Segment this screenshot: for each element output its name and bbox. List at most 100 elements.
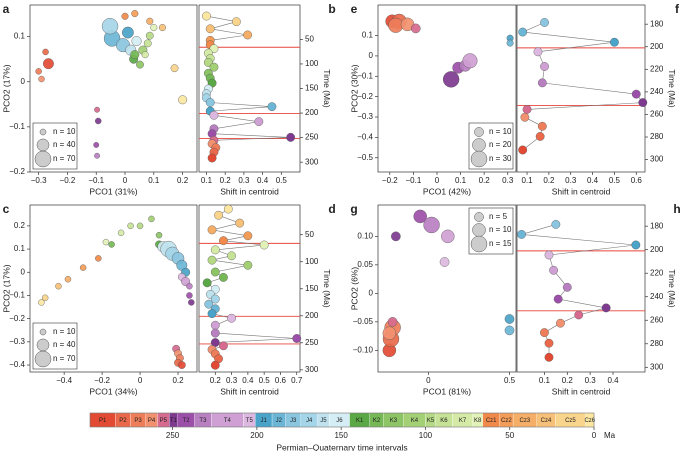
interval-label: J5 bbox=[320, 418, 327, 424]
data-point bbox=[79, 264, 87, 271]
y-tick-label: 180 bbox=[650, 19, 664, 28]
interval-label: K5 bbox=[427, 418, 435, 424]
legend-symbol bbox=[39, 328, 47, 336]
shift-point bbox=[544, 338, 554, 348]
data-point bbox=[146, 17, 154, 25]
y-tick-label: 0 bbox=[369, 288, 374, 297]
shift-point bbox=[520, 112, 530, 122]
interval-label: Cz3 bbox=[520, 418, 531, 424]
legend-symbol bbox=[472, 138, 486, 152]
x-tick-label: 0 bbox=[426, 376, 431, 385]
data-point bbox=[94, 106, 100, 113]
y-tick-label: −0.2 bbox=[9, 167, 25, 176]
data-point bbox=[506, 39, 514, 47]
shift-point bbox=[553, 294, 563, 304]
legend-symbol bbox=[34, 150, 52, 168]
data-point bbox=[186, 282, 193, 290]
data-point bbox=[122, 26, 134, 39]
x-tick-label: −0.3 bbox=[31, 176, 47, 185]
legend-label: n = 40 bbox=[53, 340, 76, 349]
x-axis-title: Shift in centroid bbox=[552, 186, 611, 196]
shift-point bbox=[210, 245, 220, 255]
data-point bbox=[504, 314, 515, 324]
panel-letter: d bbox=[328, 202, 335, 216]
x-tick-label: 0.2 bbox=[177, 176, 189, 185]
data-point bbox=[131, 10, 139, 18]
shift-point bbox=[544, 352, 554, 362]
shift-point bbox=[210, 328, 220, 338]
data-point bbox=[391, 231, 401, 242]
shift-point bbox=[207, 153, 217, 163]
y-tick-label: 180 bbox=[650, 221, 664, 230]
x-axis-title: Shift in centroid bbox=[220, 386, 279, 396]
data-point bbox=[108, 241, 115, 248]
interval-label: J3 bbox=[290, 418, 297, 424]
shift-point bbox=[210, 320, 220, 330]
x-axis-title: PCO1 (81%) bbox=[423, 386, 471, 396]
y-tick-label: 0.1 bbox=[362, 31, 374, 40]
y-tick-label: 240 bbox=[650, 292, 664, 301]
data-point bbox=[136, 60, 144, 69]
legend-label: n = 10 bbox=[489, 225, 512, 234]
data-point bbox=[178, 95, 188, 105]
colorbar-tick-label: 200 bbox=[250, 431, 264, 440]
panel-letter: e bbox=[351, 2, 358, 16]
shift-point bbox=[544, 250, 554, 260]
shift-point bbox=[540, 62, 549, 71]
y-tick-label: 0.10 bbox=[357, 231, 373, 240]
colorbar-frame bbox=[89, 412, 595, 428]
x-tick-label: 0.2 bbox=[210, 376, 222, 385]
legend-symbol bbox=[34, 350, 52, 368]
data-point bbox=[38, 299, 45, 306]
data-point bbox=[177, 361, 186, 369]
colorbar-tick-label: 50 bbox=[505, 431, 514, 440]
y-tick-label: 280 bbox=[650, 339, 664, 348]
x-tick-label: 0.4 bbox=[242, 376, 254, 385]
x-tick-label: 0.1 bbox=[455, 176, 467, 185]
y-tick-label: 240 bbox=[650, 87, 664, 96]
y-tick-label: 250 bbox=[305, 133, 319, 142]
shift-point bbox=[259, 240, 269, 250]
y-tick-label: 0.05 bbox=[357, 260, 373, 269]
interval-label: Cz5 bbox=[565, 418, 576, 424]
data-point bbox=[423, 216, 440, 234]
panel-letter: a bbox=[3, 2, 10, 16]
y-tick-label: −0.10 bbox=[353, 345, 374, 354]
y-tick-label: 300 bbox=[305, 157, 319, 166]
panel-frame bbox=[516, 204, 646, 373]
colorbar-tick-label: 150 bbox=[334, 431, 348, 440]
panel-letter: b bbox=[328, 2, 335, 16]
y-tick-label: 0 bbox=[369, 51, 374, 60]
x-axis-title: Shift in centroid bbox=[220, 186, 279, 196]
y-tick-label: 50 bbox=[305, 34, 314, 43]
legend-label: n = 40 bbox=[53, 140, 76, 149]
shift-point bbox=[254, 117, 264, 127]
data-point bbox=[410, 23, 421, 34]
shift-point bbox=[219, 341, 228, 351]
shift-point bbox=[243, 30, 253, 40]
x-axis-title: Shift in centroid bbox=[552, 386, 611, 396]
y-axis-title: Time (Ma) bbox=[322, 269, 332, 308]
interval-label: K2 bbox=[373, 418, 381, 424]
y-tick-label: −0.4 bbox=[9, 360, 25, 369]
y-axis-title: PCO2 (17%) bbox=[1, 64, 11, 112]
colorbar-tick-label: 250 bbox=[166, 431, 180, 440]
x-tick-label: 0.3 bbox=[238, 176, 250, 185]
data-point bbox=[170, 64, 179, 73]
colorbar-caption: Permian–Quaternary time intervals bbox=[276, 442, 407, 451]
interval-label: J2 bbox=[276, 418, 283, 424]
interval-label: K4 bbox=[411, 418, 419, 424]
data-point bbox=[127, 222, 134, 230]
data-point bbox=[117, 229, 125, 237]
interval-label: T1 bbox=[170, 418, 178, 424]
data-point bbox=[413, 209, 427, 224]
y-axis-title: Time (Ma) bbox=[667, 269, 677, 308]
shift-point bbox=[227, 251, 236, 261]
x-tick-label: 0.2 bbox=[172, 376, 184, 385]
interval-label: J6 bbox=[336, 418, 343, 424]
shift-point bbox=[202, 11, 211, 21]
data-point bbox=[186, 292, 193, 299]
shift-point bbox=[214, 210, 223, 220]
interval-label: P5 bbox=[160, 418, 168, 424]
shift-point bbox=[540, 18, 549, 27]
